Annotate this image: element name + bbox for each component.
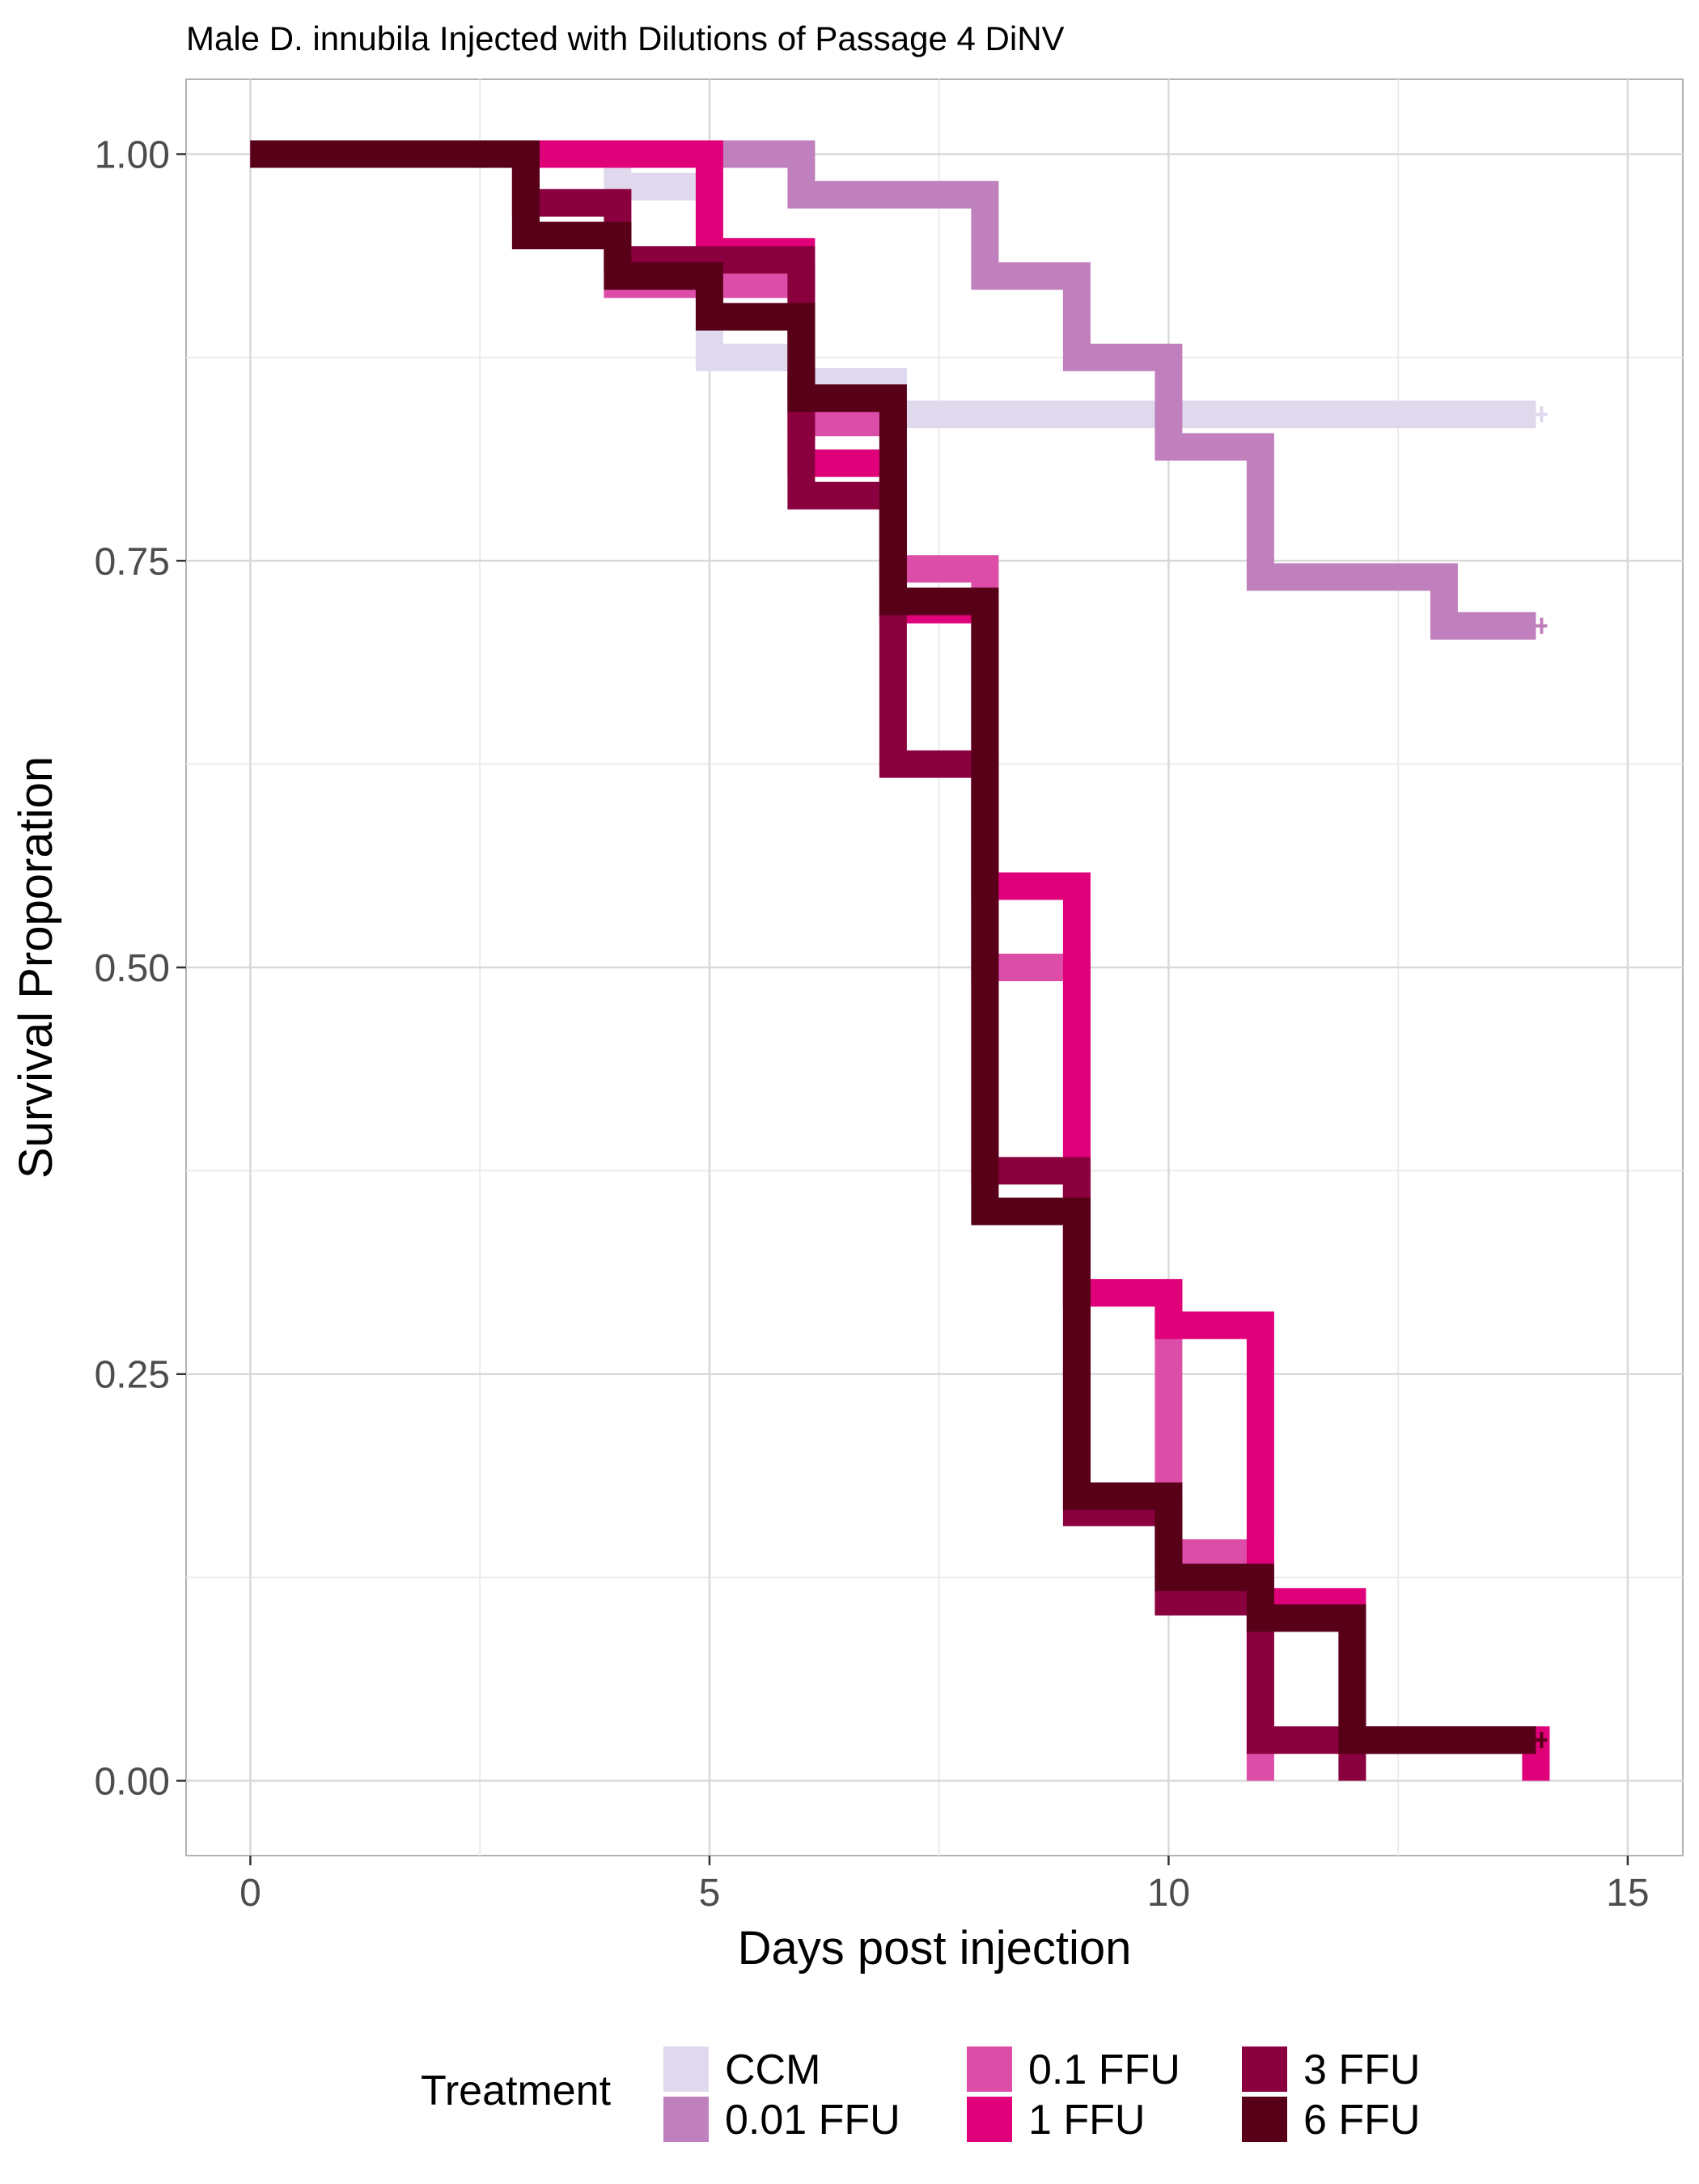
- legend-swatch-5: [1242, 2097, 1287, 2142]
- legend-label-1: 0.01 FFU: [725, 2097, 900, 2144]
- x-axis: 0 5 10 15: [239, 1856, 1650, 1915]
- y-tick-label: 0.25: [95, 1354, 170, 1397]
- legend-title: Treatment: [421, 2068, 612, 2114]
- legend-label-2: 0.1 FFU: [1028, 2046, 1180, 2093]
- x-axis-title: Days post injection: [738, 1922, 1132, 1974]
- x-tick-label: 15: [1606, 1872, 1649, 1915]
- y-tick-label: 1.00: [95, 134, 170, 177]
- chart-title: Male D. innubila Injected with Dilutions…: [186, 19, 1065, 57]
- legend-label-3: 1 FFU: [1028, 2097, 1145, 2144]
- series-line-5: [250, 140, 1536, 1754]
- y-axis-title: Survival Proporation: [10, 756, 62, 1179]
- y-axis: 0.00 0.25 0.50 0.75 1.00: [95, 134, 186, 1803]
- legend-label-0: CCM: [725, 2046, 820, 2093]
- y-tick-label: 0.00: [95, 1760, 170, 1803]
- legend-swatch-0: [663, 2046, 709, 2092]
- series-line-1: [250, 140, 1536, 640]
- legend-swatch-1: [663, 2097, 709, 2142]
- legend-label-5: 6 FFU: [1303, 2097, 1420, 2144]
- x-tick-label: 5: [699, 1872, 721, 1915]
- y-tick-label: 0.75: [95, 540, 170, 583]
- legend-swatch-2: [967, 2046, 1012, 2092]
- x-tick-label: 0: [239, 1872, 261, 1915]
- series-layer: [250, 140, 1550, 1781]
- legend-swatch-4: [1242, 2046, 1287, 2092]
- legend-swatch-3: [967, 2097, 1012, 2142]
- legend-label-4: 3 FFU: [1303, 2046, 1420, 2093]
- x-tick-label: 10: [1147, 1872, 1190, 1915]
- y-tick-label: 0.50: [95, 947, 170, 990]
